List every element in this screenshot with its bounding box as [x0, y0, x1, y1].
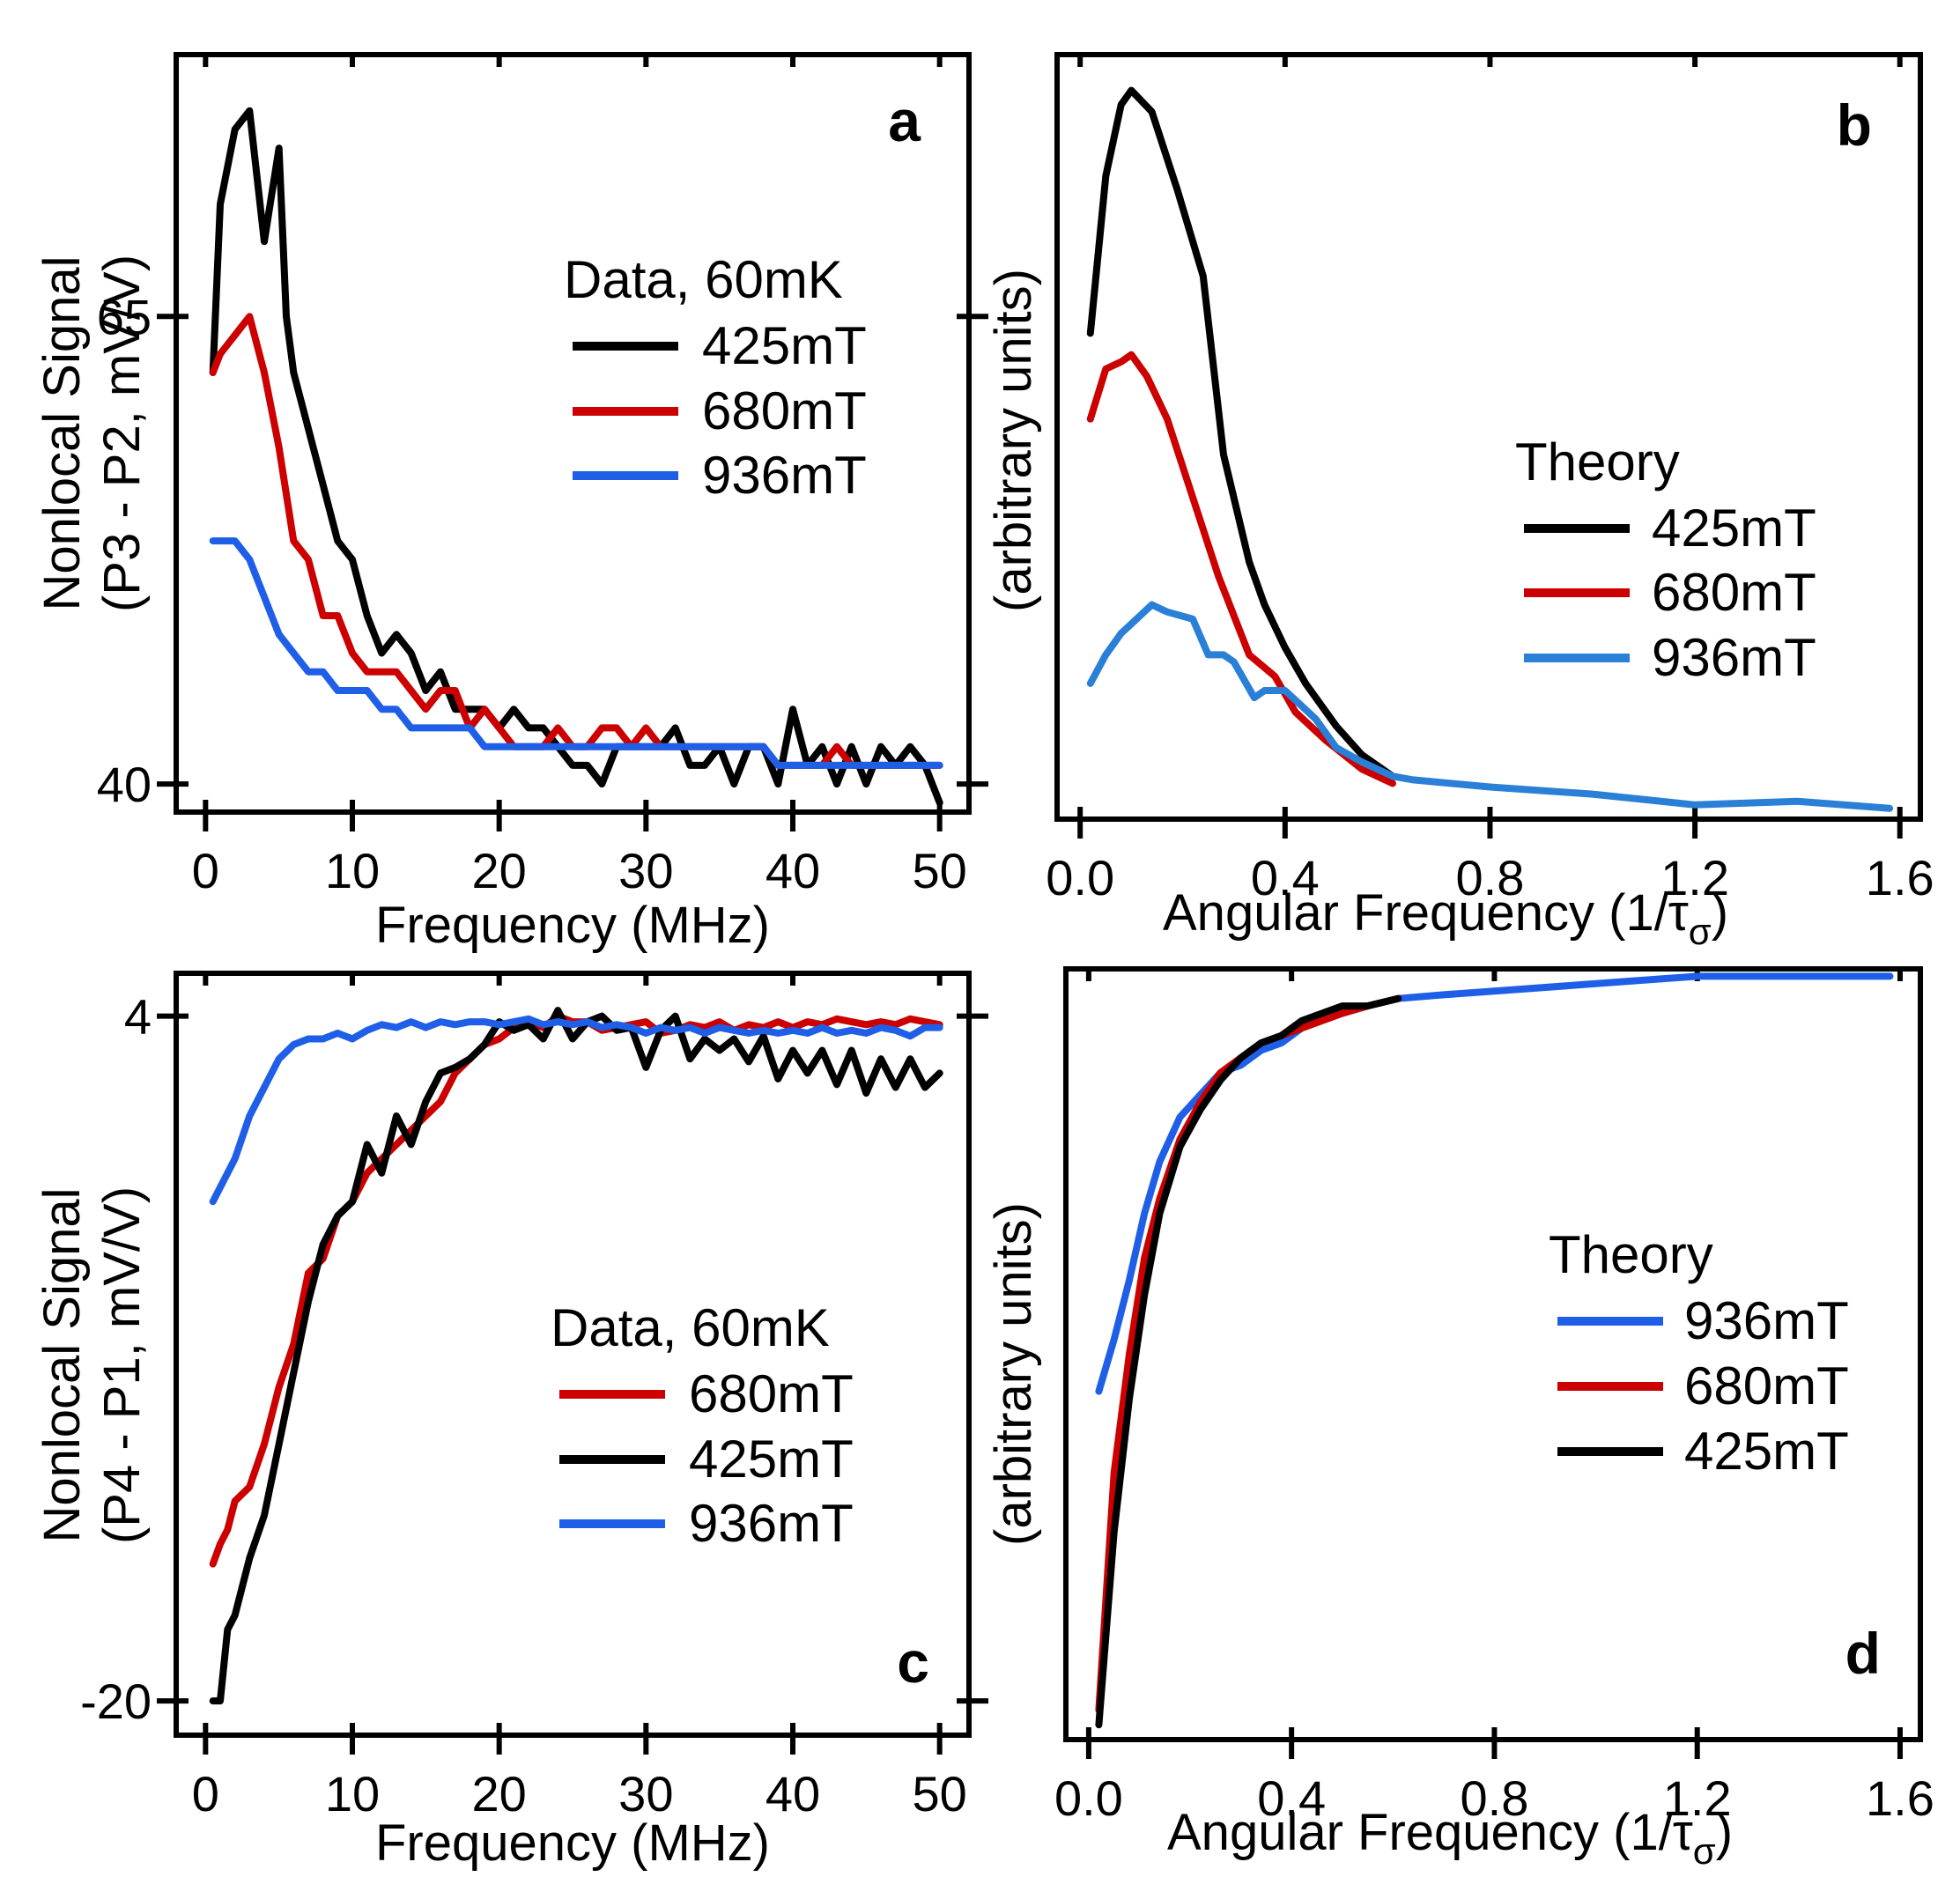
panel-a-ylabel-line2: (P3 - P2, mV/V)	[93, 255, 151, 612]
series-d-680mT	[1095, 994, 1402, 1714]
panel-d-plot-area	[1095, 972, 1894, 1729]
panel-c-legend-title: Data, 60mK	[551, 1298, 830, 1357]
panel-b-legend-label-680: 680mT	[1652, 563, 1816, 622]
panel-d-xlabel-main: Angular Frequency (1/τ	[1167, 1804, 1693, 1861]
x-tick-label-a-5: 50	[913, 843, 967, 898]
x-tick-label-d-2: 0.8	[1461, 1770, 1529, 1826]
panel-d: 0.0 0.4 0.8 1.2 1.6 d Angular Frequency (1/τ…	[985, 966, 1934, 1872]
series-b-680mT	[1086, 351, 1396, 787]
x-tick-label-c-4: 40	[766, 1766, 820, 1821]
x-tick-label-a-3: 30	[618, 843, 673, 898]
panel-c-plot-area	[209, 1007, 943, 1705]
series-d-425mT	[1095, 994, 1402, 1729]
panel-c-ticks: 0 10 20 30 40 50 -20 4	[80, 973, 988, 1821]
panel-a-legend-label-936: 936mT	[702, 446, 867, 505]
x-tick-label-d-4: 1.6	[1866, 1770, 1934, 1826]
panel-d-legend-label-680: 680mT	[1684, 1356, 1849, 1415]
panel-b-legend-title: Theory	[1515, 432, 1680, 491]
panel-a-plot-area	[209, 107, 943, 807]
panel-c-xlabel: Frequency (MHz)	[375, 1814, 770, 1872]
panel-c-legend: Data, 60mK 680mT 425mT 936mT	[551, 1298, 854, 1553]
panel-b-label: b	[1837, 92, 1872, 158]
panel-d-label: d	[1845, 1621, 1881, 1686]
x-tick-label-b-2: 0.8	[1456, 850, 1525, 905]
panel-b-xlabel-main: Angular Frequency (1/τ	[1163, 884, 1689, 942]
panel-b-xlabel-sub: σ	[1689, 911, 1712, 952]
panel-d-ticks: 0.0 0.4 0.8 1.2 1.6	[1054, 969, 1934, 1826]
panel-b-frame	[1054, 52, 1923, 822]
y-tick-label-a-1: 65	[97, 289, 152, 344]
panel-a-frame	[174, 52, 972, 815]
panel-d-legend: Theory 936mT 680mT 425mT	[1549, 1225, 1849, 1481]
series-a-425mT	[209, 107, 943, 807]
panel-c-label: c	[897, 1629, 929, 1695]
panel-a-ticks: 0 10 20 30 40 50 40 65	[97, 55, 988, 898]
panel-a: 0 10 20 30 40 50 40 65 a Frequency (MHz) Nonloc…	[33, 52, 988, 954]
x-tick-label-a-4: 40	[766, 843, 820, 898]
y-tick-label-c-0: -20	[80, 1674, 152, 1729]
x-tick-label-d-1: 0.4	[1257, 1770, 1326, 1826]
panel-b-plot-area	[1086, 86, 1894, 812]
x-tick-label-c-2: 20	[472, 1766, 527, 1821]
series-a-936mT	[209, 537, 943, 769]
panel-b-legend-label-936: 936mT	[1652, 628, 1816, 687]
series-c-936mT	[209, 1015, 943, 1206]
x-tick-label-b-3: 1.2	[1660, 850, 1729, 905]
series-b-425mT	[1086, 86, 1396, 780]
panel-a-legend: Data, 60mK 425mT 680mT 936mT	[564, 250, 867, 505]
x-tick-label-c-5: 50	[913, 1766, 967, 1821]
panel-c-ylabel-line1: Nonlocal Signal	[33, 1187, 91, 1542]
x-tick-label-b-4: 1.6	[1866, 850, 1934, 905]
panel-d-xlabel-sub: σ	[1693, 1830, 1716, 1872]
panel-a-legend-label-425: 425mT	[702, 316, 867, 375]
x-tick-label-c-0: 0	[192, 1766, 219, 1821]
panel-d-legend-label-425: 425mT	[1684, 1422, 1849, 1481]
panel-c-legend-label-425: 425mT	[689, 1430, 854, 1489]
panel-a-legend-label-680: 680mT	[702, 381, 867, 440]
x-tick-label-c-3: 30	[618, 1766, 673, 1821]
panel-d-legend-label-936: 936mT	[1684, 1291, 1849, 1350]
series-b-936mT	[1086, 601, 1894, 812]
panel-b-ylabel: (arbitrary units)	[985, 269, 1042, 612]
panel-a-ylabel-line1: Nonlocal Signal	[33, 255, 91, 610]
panel-a-xlabel: Frequency (MHz)	[375, 897, 770, 954]
panel-a-label: a	[888, 88, 921, 153]
x-tick-label-d-0: 0.0	[1054, 1770, 1123, 1826]
y-tick-label-c-1: 4	[124, 989, 152, 1045]
panel-a-legend-title: Data, 60mK	[564, 250, 843, 309]
panel-d-ylabel: (arbitrary units)	[985, 1202, 1042, 1546]
panel-d-xlabel: Angular Frequency (1/τσ)	[1167, 1804, 1733, 1872]
y-tick-label-a-0: 40	[97, 757, 152, 812]
x-tick-label-b-1: 0.4	[1251, 850, 1320, 905]
x-tick-label-b-0: 0.0	[1046, 850, 1114, 905]
panel-c-legend-label-680: 680mT	[689, 1364, 854, 1423]
panel-d-legend-title: Theory	[1549, 1225, 1713, 1284]
panel-d-frame	[1063, 966, 1923, 1742]
panel-b-xlabel: Angular Frequency (1/τσ)	[1163, 884, 1728, 952]
x-tick-label-a-1: 10	[325, 843, 380, 898]
panel-c-ylabel-line2: (P4 - P1, mV/V)	[93, 1186, 151, 1544]
x-tick-label-d-3: 1.2	[1663, 1770, 1732, 1826]
panel-b-xlabel-close: )	[1712, 884, 1728, 942]
x-tick-label-a-2: 20	[472, 843, 527, 898]
panel-b: 0.0 0.4 0.8 1.2 1.6 b Angular Frequency (1/τ…	[985, 52, 1934, 952]
panel-c-frame	[174, 971, 972, 1738]
x-tick-label-a-0: 0	[192, 843, 219, 898]
panel-c-legend-label-936: 936mT	[689, 1494, 854, 1553]
panel-c: 0 10 20 30 40 50 -20 4 c Frequency (MHz) Nonloc…	[33, 971, 988, 1872]
panel-b-legend-label-425: 425mT	[1652, 499, 1816, 558]
panel-b-legend: Theory 425mT 680mT 936mT	[1515, 432, 1816, 687]
panel-d-xlabel-close: )	[1716, 1804, 1733, 1861]
x-tick-label-c-1: 10	[325, 1766, 380, 1821]
panel-b-ticks: 0.0 0.4 0.8 1.2 1.6	[1046, 55, 1934, 905]
